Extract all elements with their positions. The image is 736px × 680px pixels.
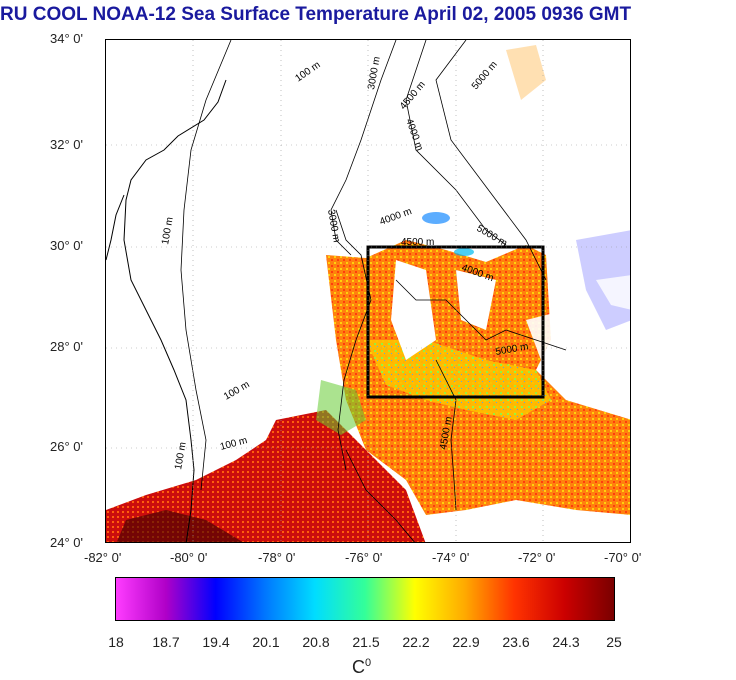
colorbar-tick: 19.4 <box>202 634 230 650</box>
contour-label: 100 m <box>160 216 176 245</box>
colorbar-unit: C0 <box>352 657 371 678</box>
unit-text: C <box>352 657 365 677</box>
contour-label: 100 m <box>293 60 322 85</box>
contour-label: 100 m <box>173 441 189 470</box>
colorbar-tick: 22.2 <box>402 634 430 650</box>
contour-label: 100 m <box>222 379 252 402</box>
contour-label: 5000 m <box>475 223 509 249</box>
colorbar-tick: 18 <box>108 634 124 650</box>
lat-tick: 26° 0' <box>50 439 83 454</box>
lon-tick: -70° 0' <box>604 550 642 565</box>
contour-label: 4000 m <box>378 206 413 228</box>
colorbar-tick: 23.6 <box>502 634 530 650</box>
graticule <box>106 40 630 542</box>
map-title: RU COOL NOAA-12 Sea Surface Temperature … <box>0 4 632 25</box>
unit-superscript: 0 <box>365 657 372 669</box>
lon-tick: -78° 0' <box>258 550 296 565</box>
colorbar-tick: 20.8 <box>302 634 330 650</box>
contour-label: 4500 m <box>398 79 428 112</box>
colorbar-tick: 24.3 <box>552 634 580 650</box>
lon-tick: -72° 0' <box>518 550 556 565</box>
colorbar-tick: 25 <box>606 634 622 650</box>
lat-tick: 24° 0' <box>50 535 83 550</box>
lon-tick: -76° 0' <box>345 550 383 565</box>
colorbar-tick: 18.7 <box>152 634 180 650</box>
contour-label: 4500 m <box>401 237 434 248</box>
lat-tick: 30° 0' <box>50 238 83 253</box>
lon-tick: -74° 0' <box>432 550 470 565</box>
sst-map: 100 m 100 m 100 m 100 m 100 m 3000 m 300… <box>105 39 631 543</box>
coastline <box>106 79 227 542</box>
contour-label: 4000 m <box>403 117 425 152</box>
sst-map-graphic: 100 m 100 m 100 m 100 m 100 m 3000 m 300… <box>106 40 630 542</box>
contour-label: 3000 m <box>325 209 342 244</box>
colorbar-tick: 21.5 <box>352 634 380 650</box>
colorbar-tick: 22.9 <box>452 634 480 650</box>
colorbar-tick: 20.1 <box>252 634 280 650</box>
lon-tick: -82° 0' <box>84 550 122 565</box>
lat-tick: 34° 0' <box>50 31 83 46</box>
lat-tick: 32° 0' <box>50 137 83 152</box>
contour-label: 3000 m <box>366 56 383 91</box>
lon-tick: -80° 0' <box>170 550 208 565</box>
contour-label: 100 m <box>219 435 249 453</box>
contour-label: 5000 m <box>470 59 500 92</box>
study-region-box <box>366 245 545 399</box>
lat-tick: 28° 0' <box>50 339 83 354</box>
temperature-colorbar <box>115 577 615 621</box>
